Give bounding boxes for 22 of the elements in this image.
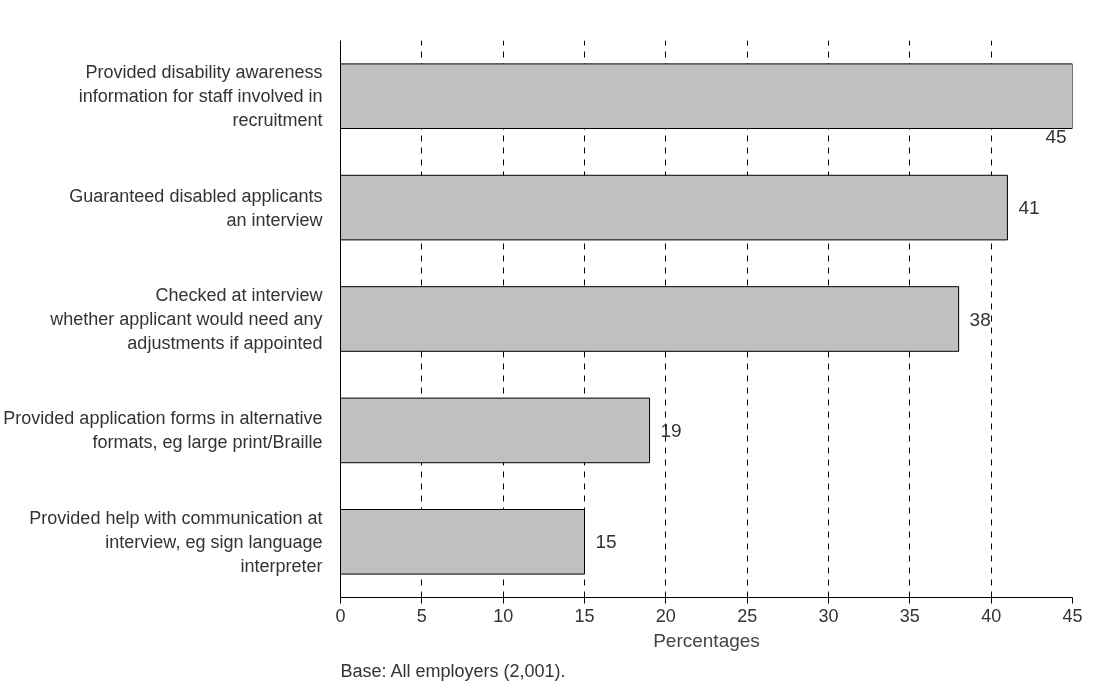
data-label: 38 [969,308,991,330]
y-tick-label: Provided help with communication at interview, eg sign language interpreter [29,507,323,576]
y-tick-label: Guaranteed disabled applicants an interview [69,185,324,230]
x-tick-label: 0 [335,605,346,626]
y-tick-label: Checked at interview whether applicant would need any adjustments if appointed [49,285,324,353]
x-axis-title: Percentages [653,629,760,651]
x-tick-label: 25 [737,605,758,626]
x-tick-label: 10 [493,605,514,626]
x-tick-label: 45 [1062,605,1083,626]
data-label: 41 [1018,197,1040,219]
x-tick-label: 15 [574,605,595,626]
y-tick-label: Provided application forms in alternative formats, eg large print/Braille [3,408,323,453]
data-label: 19 [660,419,682,441]
x-tick-label: 30 [818,605,839,626]
data-label: 15 [595,531,617,553]
x-tick-label: 40 [981,605,1002,626]
text: Base: All employers (2,001). [340,660,566,681]
x-tick-label: 5 [416,605,427,626]
y-tick-label: Provided disability awareness information for staff involved in recruitment [78,62,323,131]
x-tick-label: 35 [899,605,920,626]
data-label: 45 [1045,125,1067,147]
x-tick-label: 20 [655,605,676,626]
